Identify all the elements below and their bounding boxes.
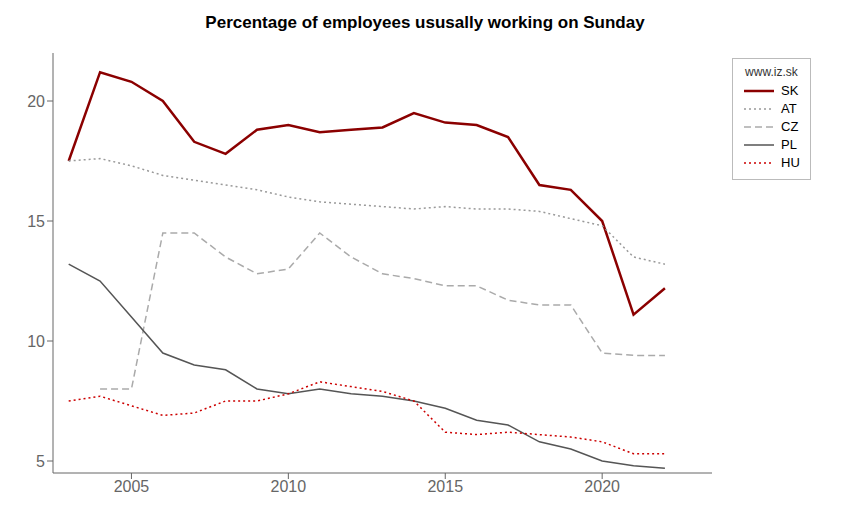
svg-text:20: 20 [27, 93, 45, 110]
svg-text:2005: 2005 [114, 478, 150, 495]
html-text:HU: HU [781, 155, 800, 170]
svg-text:10: 10 [27, 333, 45, 350]
html-text:Percentage of employees ususal: Percentage of employees ususally working… [205, 13, 645, 32]
html-text:SK: SK [781, 83, 799, 98]
svg-text:5: 5 [36, 453, 45, 470]
svg-text:2015: 2015 [427, 478, 463, 495]
html-text:CZ: CZ [781, 119, 799, 134]
html-text:www.iz.sk: www.iz.sk [745, 65, 798, 79]
html-text:AT: AT [781, 101, 797, 116]
svg-text:15: 15 [27, 213, 45, 230]
svg-text:2020: 2020 [584, 478, 620, 495]
html-text:PL: PL [781, 137, 797, 152]
svg-text:2010: 2010 [271, 478, 307, 495]
